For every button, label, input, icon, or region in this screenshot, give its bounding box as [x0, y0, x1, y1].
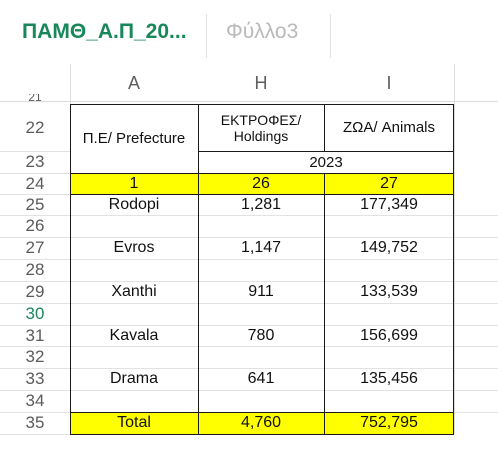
cell-i24[interactable]: 27: [324, 173, 454, 194]
cell-i35-total-animals[interactable]: 752,795: [324, 412, 454, 434]
tab-divider: [330, 14, 331, 58]
row-number[interactable]: 21: [28, 94, 42, 104]
row-number[interactable]: 27: [25, 238, 45, 257]
cell-a35-total-label[interactable]: Total: [70, 412, 198, 434]
cell-h31[interactable]: 780: [247, 326, 275, 344]
gridline: [0, 346, 498, 347]
table-row: 30: [0, 303, 498, 325]
table-border: [70, 412, 454, 413]
row-number[interactable]: 29: [25, 282, 45, 301]
cell-i29[interactable]: 133,539: [360, 283, 418, 300]
table-border: [324, 104, 325, 151]
table-border: [70, 104, 454, 105]
table-row: 22 Π.Ε/ Prefecture ΕΚΤΡΟΦΕΣ/ Holdings ΖΩ…: [0, 104, 498, 151]
row-number[interactable]: 23: [25, 152, 45, 171]
row-number[interactable]: 28: [25, 260, 45, 279]
cell-i25[interactable]: 177,349: [360, 195, 418, 213]
gridline: [0, 434, 70, 435]
cell-a24[interactable]: 1: [70, 173, 198, 194]
table-border: [70, 104, 71, 434]
table-row: 29 Xanthi 911 133,539: [0, 281, 498, 303]
gridline: [0, 237, 498, 238]
gridline: [0, 173, 70, 174]
table-row: 21: [0, 94, 498, 104]
row-number[interactable]: 22: [25, 117, 45, 137]
table-row: 28: [0, 259, 498, 281]
row-number[interactable]: 33: [25, 369, 45, 388]
cell-h29[interactable]: 911: [248, 283, 274, 300]
sheet-tab-bar: ΠΑΜΘ_Α.Π_20... Φύλλο3: [0, 0, 498, 64]
table-row: 34: [0, 390, 498, 412]
table-row: 35 Total 4,760 752,795: [0, 412, 498, 434]
cell-a29[interactable]: Xanthi: [111, 283, 157, 300]
gridline: [0, 368, 498, 369]
table-row: 33 Drama 641 135,456: [0, 368, 498, 390]
tab-divider: [206, 14, 207, 58]
cell-i33[interactable]: 135,456: [360, 370, 418, 387]
cell-h23-year-merged[interactable]: 2023: [309, 153, 343, 171]
gridline: [0, 281, 498, 282]
table-border: [198, 151, 454, 152]
table-row: 32: [0, 346, 498, 368]
row-number[interactable]: 24: [25, 173, 45, 193]
table-row: 23 2023: [0, 151, 498, 173]
table-row: 27 Evros 1,147 149,752: [0, 237, 498, 259]
cell-h27[interactable]: 1,147: [240, 239, 282, 256]
row-number-selected[interactable]: 30: [25, 304, 45, 323]
table-border: [324, 173, 325, 434]
column-header-h[interactable]: H: [254, 72, 268, 93]
cell-a27[interactable]: Evros: [113, 239, 155, 256]
row-number[interactable]: 31: [25, 325, 45, 345]
sheet-tab-fyllo3[interactable]: Φύλλο3: [226, 20, 299, 43]
table-border: [70, 194, 454, 195]
table-border: [453, 104, 454, 434]
table-border: [198, 104, 199, 434]
cell-a22-prefecture-header[interactable]: Π.Ε/ Prefecture: [82, 130, 186, 147]
column-header-i[interactable]: I: [386, 72, 392, 93]
column-header-row: A H I: [0, 64, 498, 102]
cell-a31[interactable]: Kavala: [109, 326, 159, 344]
row-number[interactable]: 32: [25, 347, 45, 366]
gridline: [0, 259, 498, 260]
row-number[interactable]: 35: [25, 413, 45, 432]
table-row: 25 Rodopi 1,281 177,349: [0, 194, 498, 215]
table-row: 24 1 26 27: [0, 173, 498, 194]
sheet-tab-active[interactable]: ΠΑΜΘ_Α.Π_20...: [22, 20, 187, 43]
cell-a25[interactable]: Rodopi: [108, 195, 160, 213]
cell-a33[interactable]: Drama: [109, 370, 158, 387]
row-number[interactable]: 25: [25, 194, 45, 214]
gridline: [0, 390, 498, 391]
cell-i31[interactable]: 156,699: [360, 326, 418, 344]
table-border: [70, 173, 454, 174]
row-number[interactable]: 34: [25, 391, 45, 410]
cell-h33[interactable]: 641: [247, 370, 275, 387]
gridline: [0, 303, 498, 304]
cell-h25[interactable]: 1,281: [240, 195, 282, 213]
cell-i22-animals-header[interactable]: ΖΩΑ/ Animals: [342, 119, 436, 136]
gridline: [0, 151, 70, 152]
row-number[interactable]: 26: [25, 216, 45, 235]
cell-h24[interactable]: 26: [198, 173, 324, 194]
cell-h22-holdings-header[interactable]: ΕΚΤΡΟΦΕΣ/ Holdings: [220, 111, 302, 144]
table-border: [70, 434, 454, 435]
gridline: [0, 325, 498, 326]
gridline: [454, 64, 455, 434]
gridline: [0, 194, 70, 195]
table-row: 31 Kavala 780 156,699: [0, 325, 498, 346]
table-row: 26: [0, 215, 498, 237]
gridline: [0, 215, 498, 216]
column-header-a[interactable]: A: [127, 72, 140, 93]
cell-i27[interactable]: 149,752: [360, 239, 418, 256]
cell-h35-total-holdings[interactable]: 4,760: [198, 412, 324, 434]
